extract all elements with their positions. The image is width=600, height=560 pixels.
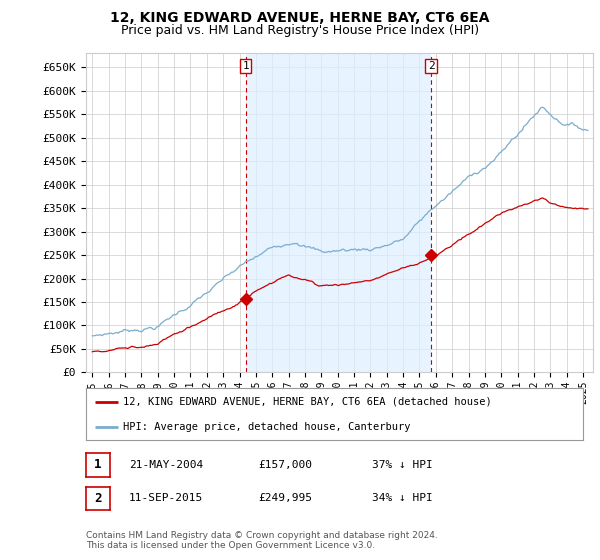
Text: 21-MAY-2004: 21-MAY-2004 [129, 460, 203, 470]
Text: 12, KING EDWARD AVENUE, HERNE BAY, CT6 6EA: 12, KING EDWARD AVENUE, HERNE BAY, CT6 6… [110, 11, 490, 25]
Text: 2: 2 [428, 61, 434, 71]
Text: 1: 1 [242, 61, 249, 71]
Text: Contains HM Land Registry data © Crown copyright and database right 2024.
This d: Contains HM Land Registry data © Crown c… [86, 531, 437, 550]
Text: £249,995: £249,995 [258, 493, 312, 503]
Text: Price paid vs. HM Land Registry's House Price Index (HPI): Price paid vs. HM Land Registry's House … [121, 24, 479, 36]
Text: HPI: Average price, detached house, Canterbury: HPI: Average price, detached house, Cant… [123, 422, 410, 432]
Text: 37% ↓ HPI: 37% ↓ HPI [372, 460, 433, 470]
Text: 11-SEP-2015: 11-SEP-2015 [129, 493, 203, 503]
Text: 34% ↓ HPI: 34% ↓ HPI [372, 493, 433, 503]
Text: 2: 2 [94, 492, 101, 505]
Text: 12, KING EDWARD AVENUE, HERNE BAY, CT6 6EA (detached house): 12, KING EDWARD AVENUE, HERNE BAY, CT6 6… [123, 396, 492, 407]
Text: £157,000: £157,000 [258, 460, 312, 470]
Text: 1: 1 [94, 458, 101, 472]
Bar [246, 53, 431, 372]
